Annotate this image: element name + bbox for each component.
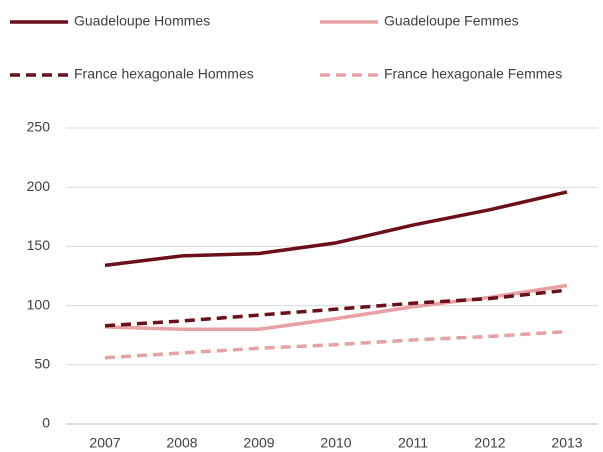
y-tick-label: 50: [34, 356, 50, 372]
series-line: [104, 190, 568, 268]
x-tick-label: 2007: [89, 435, 120, 451]
y-tick-label: 250: [27, 119, 51, 135]
y-tick-label: 100: [27, 296, 51, 312]
legend-label: France hexagonale Hommes: [74, 66, 254, 82]
series-line: [104, 288, 568, 328]
y-tick-label: 200: [27, 178, 51, 194]
x-tick-label: 2012: [474, 435, 505, 451]
series-line: [104, 329, 568, 360]
x-tick-label: 2011: [398, 435, 428, 451]
legend-label: Guadeloupe Femmes: [384, 13, 519, 29]
legend-label: France hexagonale Femmes: [384, 66, 562, 82]
x-tick-label: 2009: [243, 435, 274, 451]
y-tick-label: 0: [42, 415, 50, 431]
x-tick-label: 2013: [551, 435, 582, 451]
legend-label: Guadeloupe Hommes: [74, 13, 210, 29]
y-tick-label: 150: [27, 237, 51, 253]
x-tick-label: 2010: [320, 435, 351, 451]
x-tick-label: 2008: [166, 435, 197, 451]
